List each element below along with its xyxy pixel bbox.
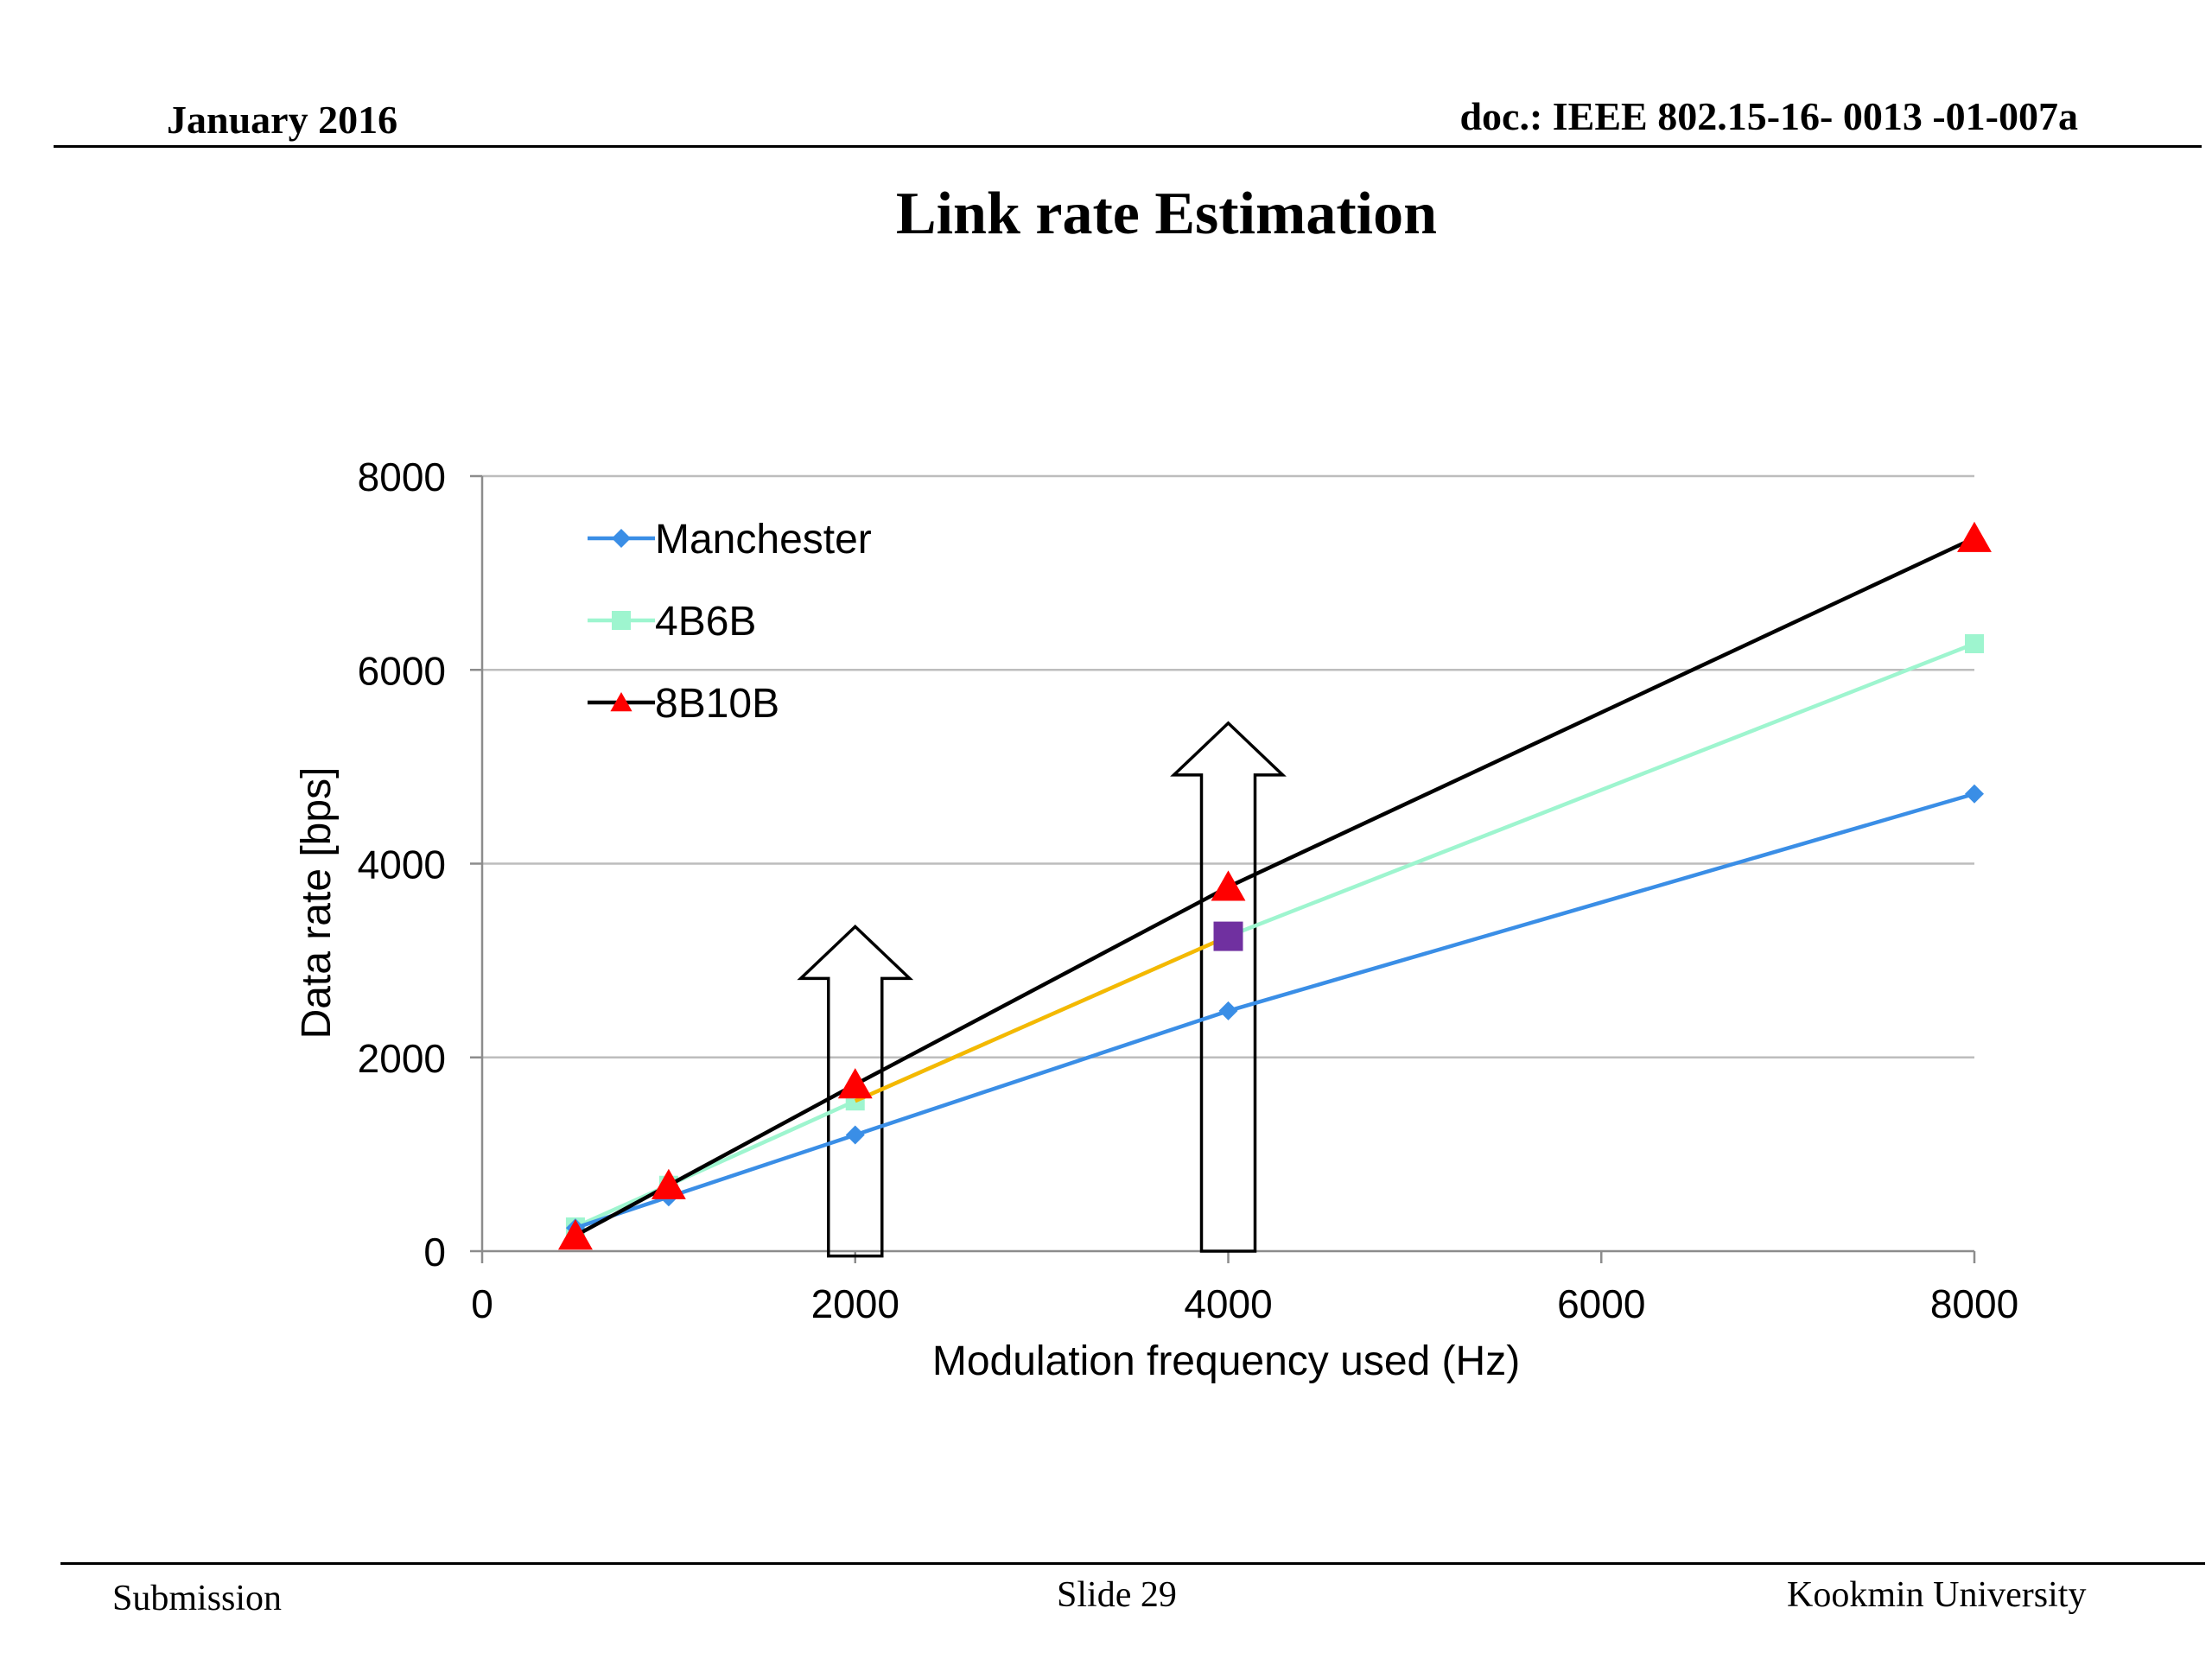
legend-marker-manchester bbox=[612, 529, 631, 548]
header-rule bbox=[54, 145, 2202, 148]
data-point-manchester bbox=[1218, 1001, 1238, 1020]
header-doc-id: doc.: IEEE 802.15-16- 0013 -01-007a bbox=[1459, 94, 2078, 138]
arrow-annotations bbox=[797, 721, 1287, 1258]
data-point-manchester bbox=[1965, 784, 1984, 804]
x-tick-label-8000: 8000 bbox=[1930, 1281, 2018, 1326]
footer-slide-number: Slide 29 bbox=[1057, 1575, 1177, 1615]
footer-rule bbox=[60, 1562, 2205, 1565]
legend-label-manchester: Manchester bbox=[655, 517, 872, 563]
legend-label-4b6b: 4B6B bbox=[655, 599, 756, 645]
footer-organization: Kookmin University bbox=[1787, 1575, 2087, 1615]
header-date: January 2016 bbox=[167, 98, 398, 142]
series-line-manchester bbox=[575, 791, 1975, 1230]
legend-label-8b10b: 8B10B bbox=[655, 681, 779, 727]
data-point-8b10b bbox=[837, 1068, 873, 1099]
arrow-up-2 bbox=[1170, 721, 1287, 1253]
y-axis-title: Data rate [bps] bbox=[294, 767, 340, 1039]
y-tick-label-2000: 2000 bbox=[358, 1036, 446, 1081]
data-point-8b10b bbox=[557, 1219, 593, 1250]
data-point-8b10b bbox=[651, 1168, 686, 1199]
arrow-up-1 bbox=[797, 924, 914, 1258]
highlight-segment bbox=[854, 934, 1230, 1103]
y-tick-label-6000: 6000 bbox=[358, 648, 446, 693]
grid-lines bbox=[482, 474, 1974, 1058]
x-tick-label-2000: 2000 bbox=[811, 1281, 899, 1326]
footer-submission: Submission bbox=[112, 1579, 283, 1618]
series-line-4b6b bbox=[575, 641, 1975, 1230]
legend-marker-8b10b bbox=[610, 692, 632, 712]
x-axis-title: Modulation frequency used (Hz) bbox=[932, 1338, 1520, 1384]
link-rate-chart: 0 2000 4000 6000 8000 0 2000 4000 6000 8000 Modul… bbox=[294, 454, 2019, 1384]
x-tick-label-4000: 4000 bbox=[1184, 1281, 1272, 1326]
tick-labels: 0 2000 4000 6000 8000 0 2000 4000 6000 8000 bbox=[358, 454, 2019, 1326]
x-tick-label-0: 0 bbox=[471, 1281, 493, 1326]
data-point-manchester bbox=[845, 1125, 865, 1145]
y-tick-label-4000: 4000 bbox=[358, 842, 446, 887]
y-tick-label-8000: 8000 bbox=[358, 454, 446, 499]
highlight-marker bbox=[1213, 921, 1243, 951]
series-group bbox=[557, 521, 1992, 1250]
slide-title: Link rate Estimation bbox=[895, 181, 1438, 247]
data-point-8b10b bbox=[1211, 870, 1246, 901]
data-point-8b10b bbox=[1957, 521, 1992, 552]
data-point-4b6b bbox=[1965, 633, 1984, 653]
x-tick-label-6000: 6000 bbox=[1557, 1281, 1645, 1326]
legend-marker-4b6b bbox=[612, 611, 631, 630]
legend: Manchester 4B6B 8B10B bbox=[588, 517, 872, 727]
y-tick-label-0: 0 bbox=[423, 1230, 446, 1274]
